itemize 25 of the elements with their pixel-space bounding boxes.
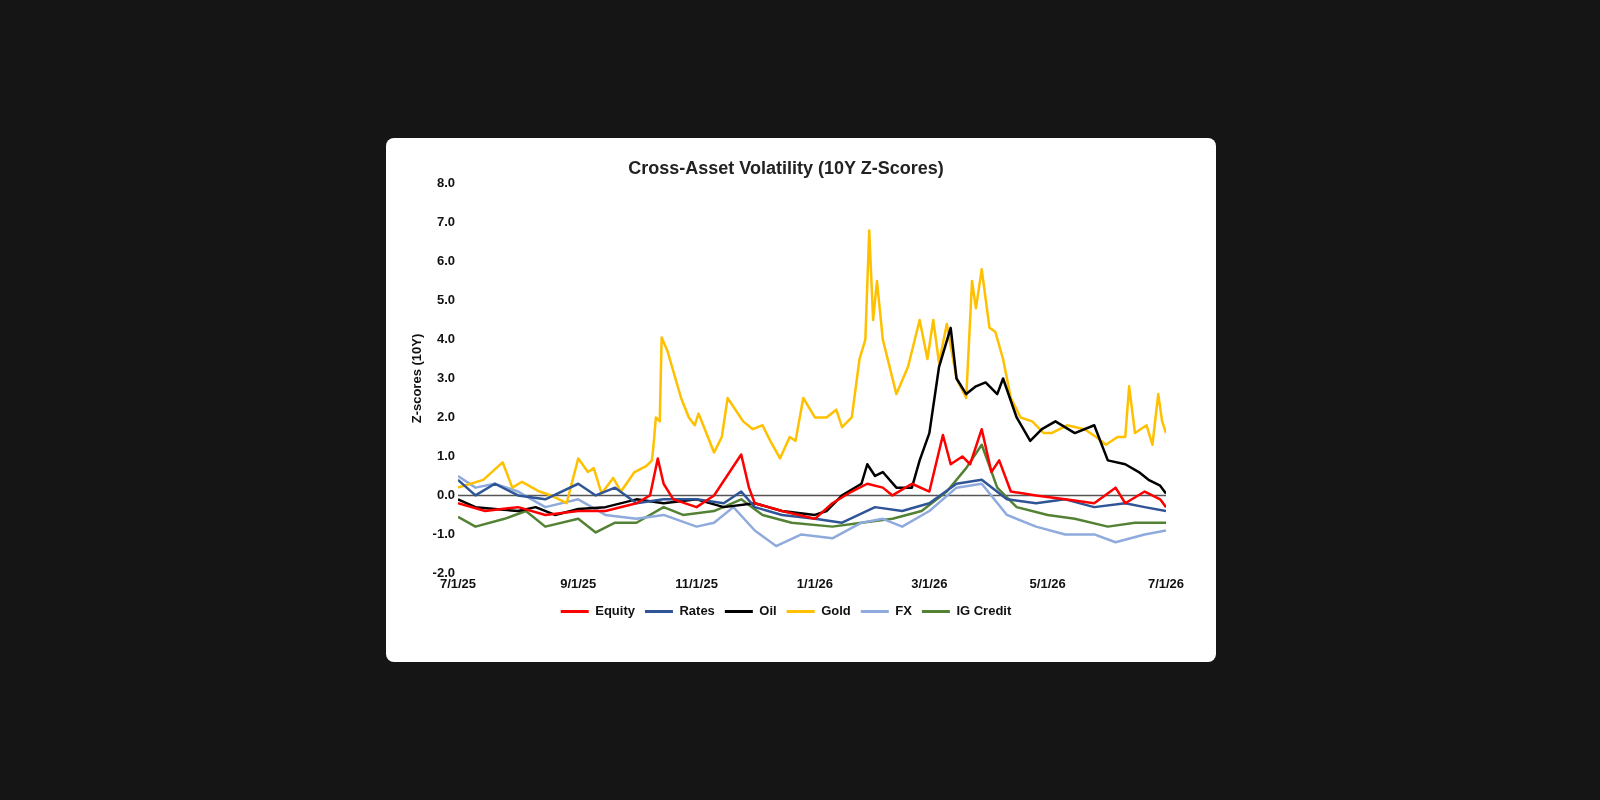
y-tick-label: 2.0: [436, 409, 455, 425]
legend-label: IG Credit: [956, 603, 1012, 619]
x-tick-label: 3/1/26: [911, 575, 948, 591]
y-tick-label: 8.0: [436, 175, 455, 191]
legend-label: FX: [895, 603, 913, 619]
x-tick-label: 5/1/26: [1029, 575, 1066, 591]
legend-label: Equity: [595, 603, 636, 619]
x-tick-label: 11/1/25: [675, 575, 718, 591]
chart-title: Cross-Asset Volatility (10Y Z-Scores): [628, 157, 944, 178]
x-tick-label: 9/1/25: [560, 575, 597, 591]
legend-label: Gold: [821, 603, 851, 619]
x-tick-label: 7/1/26: [1147, 575, 1185, 591]
x-tick-label: 1/1/26: [796, 575, 833, 591]
y-tick-label: -2.0: [432, 564, 455, 580]
y-axis-title: Z-scores (10Y): [409, 333, 425, 424]
y-tick-label: 5.0: [436, 292, 455, 308]
y-tick-label: 0.0: [436, 487, 455, 503]
y-tick-label: -1.0: [432, 526, 455, 541]
y-tick-label: 1.0: [436, 448, 455, 464]
legend-label: Oil: [759, 603, 777, 619]
y-tick-label: 3.0: [436, 370, 455, 386]
y-tick-label: 6.0: [436, 253, 455, 269]
legend-label: Rates: [679, 603, 715, 619]
y-tick-label: 4.0: [436, 331, 455, 347]
y-tick-label: 7.0: [436, 214, 455, 230]
